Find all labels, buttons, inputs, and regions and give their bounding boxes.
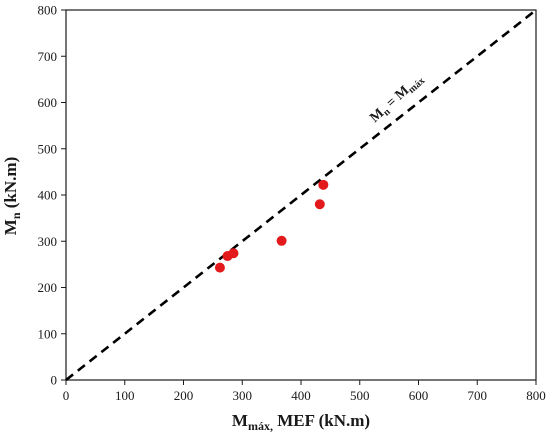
y-title-rest: (kN.m) — [1, 157, 20, 213]
ref-label-s1: n — [381, 106, 393, 118]
y-tick-label: 200 — [38, 280, 58, 295]
x-tick-label: 400 — [291, 388, 311, 403]
data-point — [276, 235, 287, 246]
y-title-main: M — [1, 219, 20, 235]
x-title-rest: MEF (kN.m) — [273, 411, 370, 430]
reference-line-group — [65, 8, 537, 382]
y-tick-label: 700 — [38, 49, 58, 64]
x-tick-label: 800 — [526, 388, 546, 403]
y-tick-label: 800 — [38, 3, 58, 18]
data-points — [214, 179, 329, 273]
x-tick-label: 300 — [233, 388, 253, 403]
plot-border — [65, 9, 537, 381]
x-tick-label: 100 — [115, 388, 135, 403]
y-tick-label: 500 — [38, 141, 58, 156]
y-title-sub: n — [9, 212, 23, 219]
y-tick-label: 0 — [51, 373, 58, 388]
data-point — [214, 262, 225, 273]
y-axis-title: Mn (kN.m) — [1, 157, 23, 235]
x-axis-ticks: 0 100 200 300 400 500 600 700 800 — [63, 380, 546, 403]
x-tick-label: 0 — [63, 388, 70, 403]
y-tick-label: 400 — [38, 188, 58, 203]
plot-frame — [65, 9, 537, 381]
y-tick-label: 100 — [38, 326, 58, 341]
y-axis-ticks: 0 100 200 300 400 500 600 700 800 — [38, 3, 66, 388]
x-tick-label: 200 — [174, 388, 194, 403]
x-title-sub: máx, — [248, 419, 273, 433]
x-tick-label: 500 — [350, 388, 370, 403]
x-tick-label: 700 — [468, 388, 488, 403]
reference-line — [65, 8, 537, 382]
data-point — [314, 199, 325, 210]
data-point — [228, 248, 239, 259]
x-tick-label: 600 — [409, 388, 429, 403]
y-tick-label: 300 — [38, 234, 58, 249]
y-tick-label: 600 — [38, 95, 58, 110]
x-axis-title: Mmáx, MEF (kN.m) — [232, 411, 370, 433]
x-title-main: M — [232, 411, 248, 430]
data-point — [318, 179, 329, 190]
